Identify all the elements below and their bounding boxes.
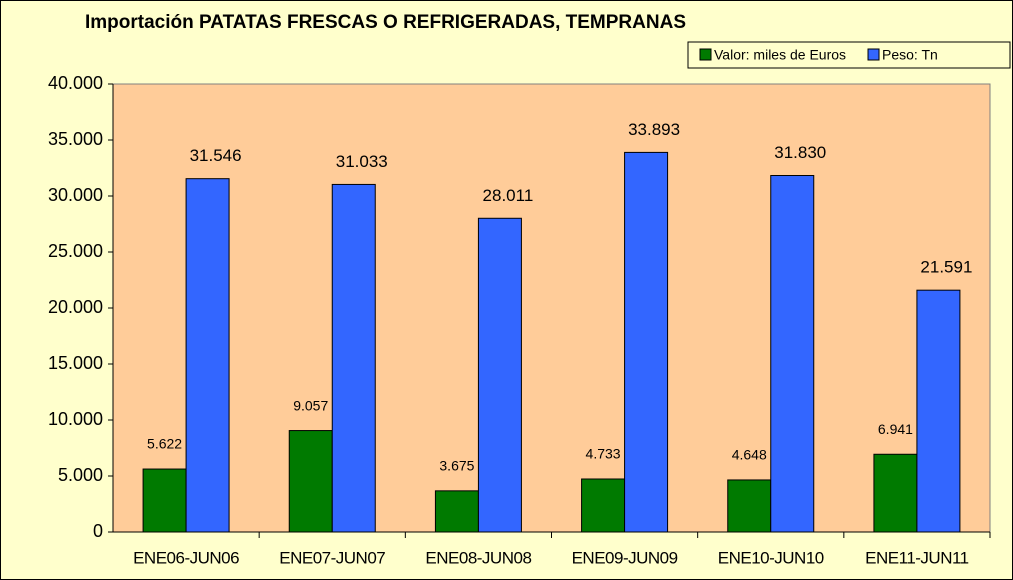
data-label: 31.546: [190, 146, 242, 165]
bar: [434, 490, 479, 533]
x-tick-label: ENE10-JUN10: [718, 548, 824, 567]
x-tick-label: ENE07-JUN07: [279, 548, 385, 567]
bar: [331, 183, 376, 533]
y-tick-label: 5.000: [58, 465, 103, 485]
legend: [687, 41, 1011, 69]
data-label: 6.941: [878, 421, 913, 437]
chart-title: Importación PATATAS FRESCAS O REFRIGERAD…: [85, 12, 686, 33]
data-label: 28.011: [483, 186, 534, 205]
y-tick-label: 25.000: [48, 241, 103, 261]
legend-label: Peso: Tn: [882, 47, 938, 63]
data-label: 31.033: [336, 152, 388, 171]
y-tick-label: 40.000: [48, 73, 103, 93]
bar: [727, 479, 772, 533]
x-tick-label: ENE09-JUN09: [572, 548, 678, 567]
y-tick-label: 15.000: [48, 353, 103, 373]
y-tick-label: 10.000: [48, 409, 103, 429]
bar: [477, 217, 522, 533]
bar: [185, 178, 230, 533]
legend-swatch: [699, 48, 712, 61]
data-label: 3.675: [439, 458, 474, 474]
bar: [581, 478, 626, 533]
bar: [624, 151, 669, 533]
data-label: 33.893: [628, 120, 680, 139]
bar: [916, 289, 961, 533]
plot-area: [112, 83, 991, 533]
x-tick-label: ENE06-JUN06: [133, 548, 239, 567]
data-label: 9.057: [293, 397, 328, 413]
data-label: 21.591: [920, 258, 972, 277]
x-tick-label: ENE11-JUN11: [865, 548, 969, 567]
data-label: 4.733: [586, 446, 621, 462]
data-label: 5.622: [147, 436, 182, 452]
legend-label: Valor: miles de Euros: [714, 47, 846, 63]
bar: [873, 453, 918, 533]
y-tick-label: 20.000: [48, 297, 103, 317]
x-tick-label: ENE08-JUN08: [425, 548, 531, 567]
legend-swatch: [867, 48, 880, 61]
data-label: 31.830: [774, 143, 826, 162]
y-tick-label: 35.000: [48, 129, 103, 149]
bar: [288, 430, 333, 533]
y-tick-label: 0: [93, 521, 103, 541]
bar: [142, 468, 187, 533]
y-tick-label: 30.000: [48, 185, 103, 205]
data-label: 4.648: [732, 447, 767, 463]
bar: [770, 175, 815, 533]
